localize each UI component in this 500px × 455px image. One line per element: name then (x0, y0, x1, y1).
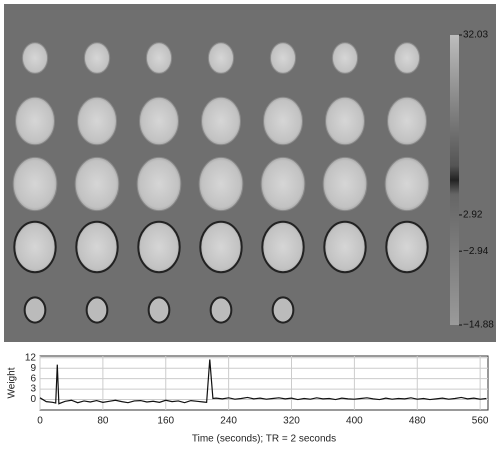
brain-slice (83, 42, 111, 74)
brain-slice (384, 156, 430, 212)
brain-slice (147, 296, 171, 324)
colorbar-label: 2.92 (463, 210, 483, 221)
brain-slices (12, 42, 430, 324)
brain-slice (260, 156, 306, 212)
brain-slice (207, 42, 235, 74)
brain-slice (198, 156, 244, 212)
brain-slice (393, 42, 421, 74)
brain-slice (261, 220, 305, 274)
y-tick-label: 0 (30, 394, 36, 405)
brain-slice (21, 42, 49, 74)
y-tick-label: 9 (30, 363, 36, 374)
brain-slice (199, 220, 243, 274)
brain-slice (76, 96, 118, 146)
brain-slice (323, 220, 367, 274)
y-tick-label: 12 (25, 352, 37, 363)
colorbar-label: 32.03 (463, 30, 488, 41)
brain-slice (200, 96, 242, 146)
plot-area (39, 355, 489, 411)
x-tick-label: 400 (346, 416, 363, 427)
colorbar (450, 35, 459, 325)
brain-slice (136, 156, 182, 212)
brain-slice (324, 96, 366, 146)
brain-slice (13, 220, 57, 274)
brain-slice (74, 156, 120, 212)
x-tick-label: 240 (220, 416, 237, 427)
brain-slice (385, 220, 429, 274)
x-tick-label: 0 (37, 416, 43, 427)
colorbar-labels: 32.03 2.92 −2.94 −14.88 (459, 30, 494, 331)
x-tick-label: 560 (472, 416, 489, 427)
brain-slice (271, 296, 295, 324)
x-tick-label: 80 (97, 416, 109, 427)
brain-slice (137, 220, 181, 274)
x-axis-label: Time (seconds); TR = 2 seconds (192, 434, 336, 445)
brain-slice (145, 42, 173, 74)
brain-slice (322, 156, 368, 212)
brain-slice (14, 96, 56, 146)
y-tick-label: 3 (30, 384, 36, 395)
brain-slice (262, 96, 304, 146)
colorbar-label: −14.88 (463, 320, 494, 331)
brain-slice (331, 42, 359, 74)
brain-slice (269, 42, 297, 74)
brain-slice (85, 296, 109, 324)
x-tick-label: 480 (409, 416, 426, 427)
x-tick-label: 320 (283, 416, 300, 427)
brain-slice (12, 156, 58, 212)
brain-slice (75, 220, 119, 274)
x-tick-label: 160 (157, 416, 174, 427)
brain-slice (386, 96, 428, 146)
brain-slice (23, 296, 47, 324)
brain-slice (138, 96, 180, 146)
data-line (39, 359, 487, 405)
brain-slice (209, 296, 233, 324)
y-tick-label: 6 (30, 373, 36, 384)
colorbar-label: −2.94 (463, 246, 489, 257)
y-axis-label: Weight (7, 367, 18, 398)
